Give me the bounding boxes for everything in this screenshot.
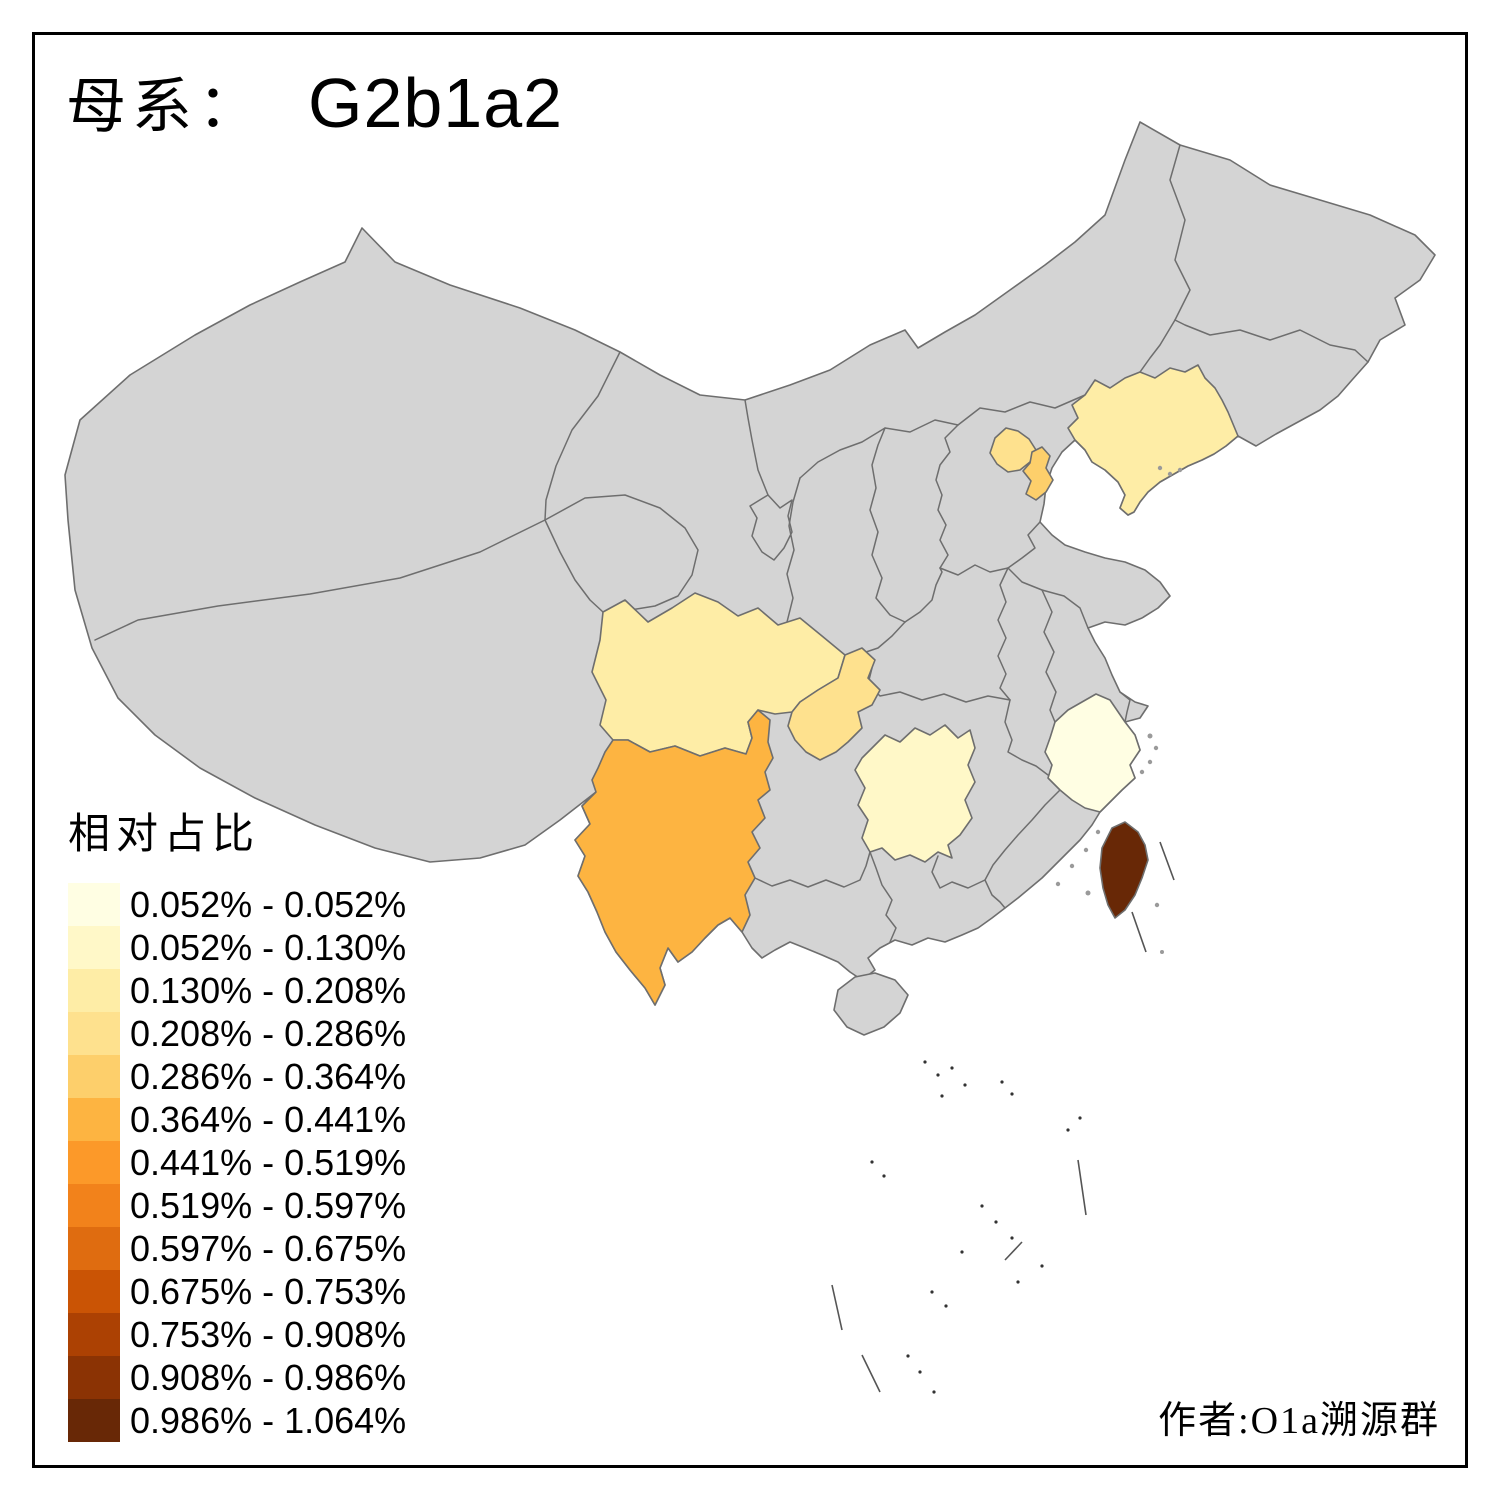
legend-label: 0.519% - 0.597%	[130, 1184, 407, 1226]
legend-row: 0.986% - 1.064%	[68, 1399, 406, 1442]
legend-swatch	[68, 883, 120, 926]
legend-rows: 0.052% - 0.052% 0.052% - 0.130% 0.130% -…	[68, 883, 406, 1442]
legend-row: 0.130% - 0.208%	[68, 969, 406, 1012]
legend-swatch	[68, 1012, 120, 1055]
province-tianjin	[1022, 446, 1054, 501]
legend-label: 0.286% - 0.364%	[130, 1055, 407, 1097]
legend-swatch	[68, 969, 120, 1012]
legend-label: 0.052% - 0.052%	[130, 883, 407, 925]
legend-label: 0.441% - 0.519%	[130, 1141, 407, 1183]
south-china-sea-marks	[831, 841, 1175, 1394]
legend-swatch	[68, 1313, 120, 1356]
province-borders	[94, 144, 1369, 943]
legend-row: 0.208% - 0.286%	[68, 1012, 406, 1055]
legend-swatch	[68, 1356, 120, 1399]
province-zhejiang	[1044, 693, 1141, 813]
legend-row: 0.675% - 0.753%	[68, 1270, 406, 1313]
hainan-island	[833, 972, 909, 1036]
legend-label: 0.986% - 1.064%	[130, 1399, 407, 1441]
title-prefix: 母系：	[66, 74, 264, 140]
legend-row: 0.597% - 0.675%	[68, 1227, 406, 1270]
legend-label: 0.130% - 0.208%	[130, 969, 407, 1011]
legend-label: 0.364% - 0.441%	[130, 1098, 407, 1140]
legend-row: 0.364% - 0.441%	[68, 1098, 406, 1141]
legend-swatch	[68, 1227, 120, 1270]
legend-swatch	[68, 1098, 120, 1141]
legend: 相对占比 0.052% - 0.052% 0.052% - 0.130% 0.1…	[68, 800, 406, 1442]
province-liaoning	[1067, 364, 1239, 516]
legend-label: 0.208% - 0.286%	[130, 1012, 407, 1054]
author-credit: 作者:O1a溯源群	[1158, 1400, 1440, 1442]
legend-label: 0.908% - 0.986%	[130, 1356, 407, 1398]
province-hunan	[854, 724, 976, 863]
province-taiwan	[1099, 821, 1149, 919]
legend-swatch	[68, 926, 120, 969]
legend-label: 0.052% - 0.130%	[130, 926, 407, 968]
coastal-islands	[1055, 465, 1183, 954]
legend-row: 0.519% - 0.597%	[68, 1184, 406, 1227]
legend-label: 0.753% - 0.908%	[130, 1313, 407, 1355]
legend-label: 0.675% - 0.753%	[130, 1270, 407, 1312]
legend-swatch	[68, 1055, 120, 1098]
legend-swatch	[68, 1399, 120, 1442]
legend-swatch	[68, 1270, 120, 1313]
legend-swatch	[68, 1184, 120, 1227]
legend-row: 0.286% - 0.364%	[68, 1055, 406, 1098]
plot-frame	[32, 32, 1468, 1468]
page-title: 母系： G2b1a2	[66, 58, 563, 145]
province-chongqing	[787, 647, 881, 761]
legend-row: 0.052% - 0.052%	[68, 883, 406, 926]
title-haplogroup: G2b1a2	[308, 64, 564, 142]
legend-row: 0.441% - 0.519%	[68, 1141, 406, 1184]
legend-title: 相对占比	[68, 812, 261, 858]
legend-row: 0.908% - 0.986%	[68, 1356, 406, 1399]
legend-swatch	[68, 1141, 120, 1184]
legend-row: 0.052% - 0.130%	[68, 926, 406, 969]
legend-row: 0.753% - 0.908%	[68, 1313, 406, 1356]
province-yunnan	[574, 709, 774, 1006]
legend-label: 0.597% - 0.675%	[130, 1227, 407, 1269]
